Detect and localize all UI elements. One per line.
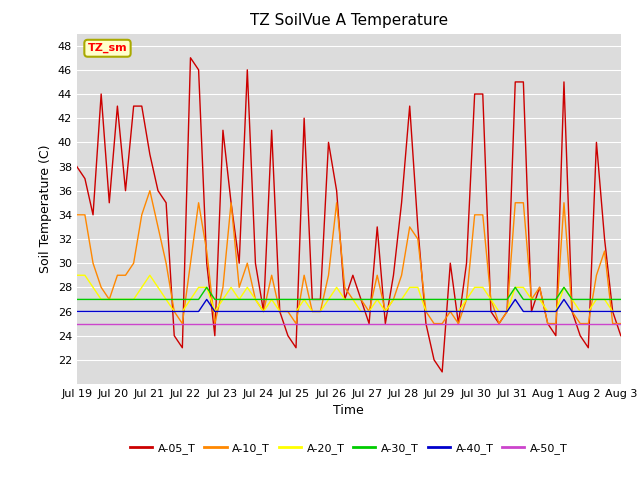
A-20_T [211, 309, 219, 314]
A-05_T [520, 79, 527, 85]
A-30_T [203, 285, 211, 290]
A-50_T [203, 321, 211, 326]
Y-axis label: Soil Temperature (C): Soil Temperature (C) [39, 144, 52, 273]
Title: TZ SoilVue A Temperature: TZ SoilVue A Temperature [250, 13, 448, 28]
A-10_T [568, 309, 576, 314]
A-50_T [195, 321, 202, 326]
A-40_T [211, 309, 219, 314]
A-20_T [308, 309, 316, 314]
A-30_T [390, 297, 397, 302]
A-30_T [617, 297, 625, 302]
A-10_T [454, 321, 462, 326]
Legend: A-05_T, A-10_T, A-20_T, A-30_T, A-40_T, A-50_T: A-05_T, A-10_T, A-20_T, A-30_T, A-40_T, … [125, 439, 572, 458]
A-20_T [397, 297, 405, 302]
A-30_T [308, 297, 316, 302]
A-40_T [203, 297, 211, 302]
X-axis label: Time: Time [333, 405, 364, 418]
A-50_T [560, 321, 568, 326]
A-30_T [397, 297, 405, 302]
A-20_T [390, 297, 397, 302]
A-20_T [170, 309, 178, 314]
Line: A-10_T: A-10_T [77, 191, 621, 324]
A-05_T [584, 345, 592, 350]
Line: A-30_T: A-30_T [77, 288, 621, 300]
A-05_T [577, 333, 584, 338]
A-10_T [617, 321, 625, 326]
A-20_T [203, 285, 211, 290]
A-05_T [568, 309, 576, 314]
A-50_T [390, 321, 397, 326]
A-20_T [568, 297, 576, 302]
A-40_T [617, 309, 625, 314]
Line: A-20_T: A-20_T [77, 275, 621, 312]
A-10_T [146, 188, 154, 193]
A-30_T [568, 297, 576, 302]
A-40_T [308, 309, 316, 314]
A-30_T [73, 297, 81, 302]
A-20_T [73, 272, 81, 278]
A-40_T [397, 309, 405, 314]
Text: TZ_sm: TZ_sm [88, 43, 127, 53]
Line: A-05_T: A-05_T [77, 58, 621, 372]
Line: A-40_T: A-40_T [77, 300, 621, 312]
A-40_T [568, 309, 576, 314]
A-05_T [479, 91, 486, 97]
A-10_T [577, 321, 584, 326]
A-40_T [390, 309, 397, 314]
A-10_T [520, 200, 527, 205]
A-10_T [179, 321, 186, 326]
A-05_T [454, 321, 462, 326]
A-10_T [479, 212, 486, 218]
A-40_T [73, 309, 81, 314]
A-50_T [617, 321, 625, 326]
A-30_T [195, 297, 202, 302]
A-05_T [73, 164, 81, 169]
A-05_T [617, 333, 625, 338]
A-50_T [381, 321, 389, 326]
A-50_T [73, 321, 81, 326]
A-10_T [584, 321, 592, 326]
A-10_T [73, 212, 81, 218]
A-05_T [438, 369, 446, 375]
A-20_T [617, 309, 625, 314]
A-05_T [187, 55, 195, 60]
A-50_T [601, 321, 609, 326]
A-40_T [195, 309, 202, 314]
A-30_T [211, 297, 219, 302]
